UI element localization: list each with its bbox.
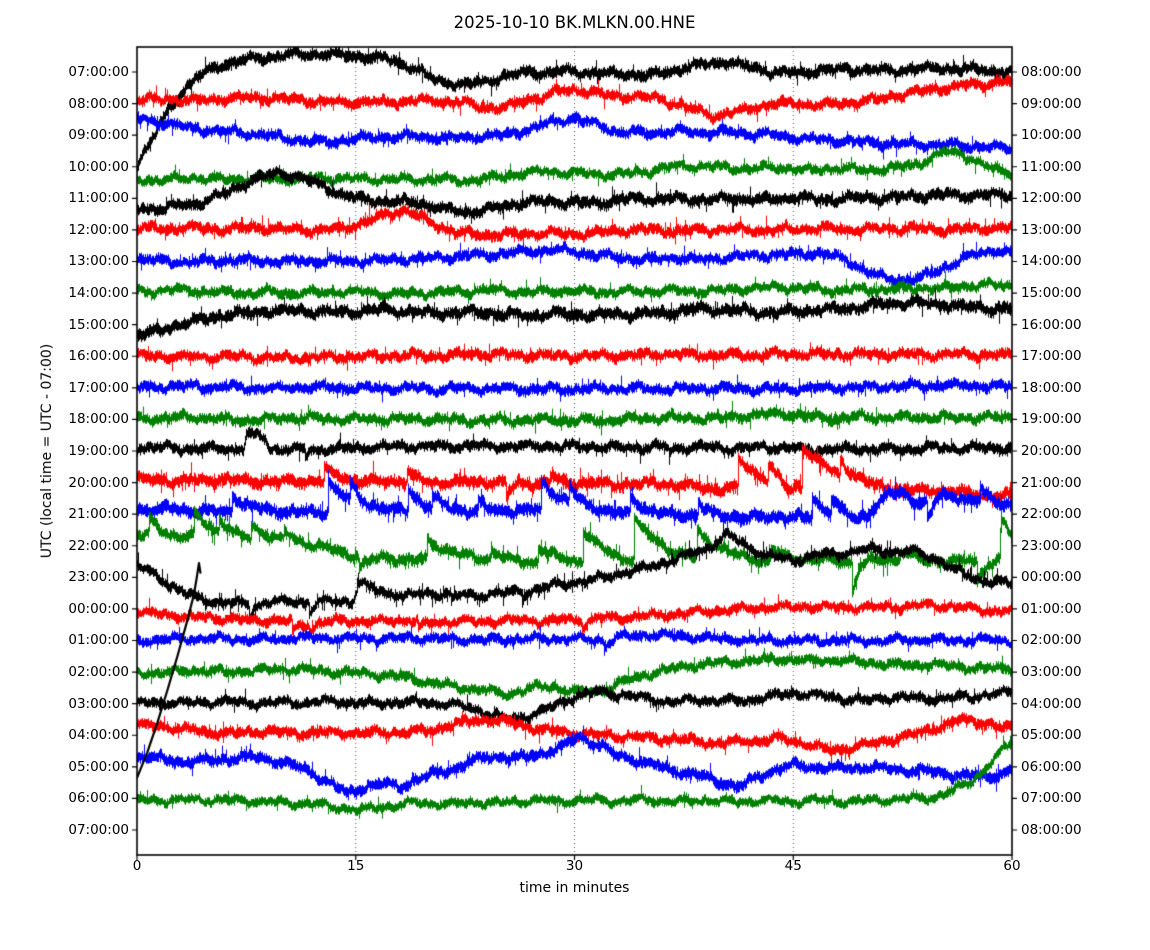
left-tick-label: 07:00:00 xyxy=(68,64,129,80)
right-tick-label: 15:00:00 xyxy=(1021,285,1082,302)
left-tick-label: 14:00:00 xyxy=(68,285,129,302)
left-tick-label: 00:00:00 xyxy=(68,600,129,617)
right-tick-label: 03:00:00 xyxy=(1021,664,1082,681)
bottom-tick-label: 30 xyxy=(565,858,584,874)
right-tick-label: 11:00:00 xyxy=(1021,158,1082,175)
right-tick-label: 08:00:00 xyxy=(1021,64,1082,80)
bottom-tick-label: 60 xyxy=(1003,858,1021,874)
right-tick-label: 01:00:00 xyxy=(1021,600,1082,617)
right-tick-label: 02:00:00 xyxy=(1021,632,1082,649)
right-tick-label: 07:00:00 xyxy=(1021,790,1082,807)
right-tick-label: 14:00:00 xyxy=(1021,253,1082,270)
right-tick-label: 18:00:00 xyxy=(1021,379,1082,396)
right-tick-label: 05:00:00 xyxy=(1021,727,1082,744)
left-tick-label: 20:00:00 xyxy=(68,474,129,491)
left-tick-label: 05:00:00 xyxy=(68,758,129,775)
left-tick-label: 01:00:00 xyxy=(68,632,129,649)
left-tick-label: 04:00:00 xyxy=(68,727,129,744)
right-tick-label: 16:00:00 xyxy=(1021,316,1082,333)
right-tick-label: 04:00:00 xyxy=(1021,695,1082,712)
right-tick-label: 22:00:00 xyxy=(1021,506,1082,523)
bottom-tick-label: 15 xyxy=(347,858,365,874)
right-tick-label: 00:00:00 xyxy=(1021,569,1082,586)
right-tick-label: 19:00:00 xyxy=(1021,411,1082,428)
left-tick-label: 03:00:00 xyxy=(68,695,129,712)
left-tick-label: 22:00:00 xyxy=(68,537,129,554)
left-tick-label: 16:00:00 xyxy=(68,348,129,365)
left-tick-label: 02:00:00 xyxy=(68,664,129,681)
right-tick-label: 13:00:00 xyxy=(1021,221,1082,238)
right-tick-label: 17:00:00 xyxy=(1021,348,1082,365)
left-tick-label: 08:00:00 xyxy=(68,95,129,112)
left-tick-label: 09:00:00 xyxy=(68,127,129,144)
left-tick-label: 11:00:00 xyxy=(68,190,129,207)
left-tick-label: 19:00:00 xyxy=(68,442,129,459)
page-title: 2025-10-10 BK.MLKN.00.HNE xyxy=(453,13,696,32)
left-tick-label: 17:00:00 xyxy=(68,379,129,396)
left-tick-label: 23:00:00 xyxy=(68,569,129,586)
left-tick-label: 10:00:00 xyxy=(68,158,129,175)
bottom-tick-label: 45 xyxy=(784,858,802,874)
right-tick-label: 06:00:00 xyxy=(1021,758,1082,775)
left-tick-label: 13:00:00 xyxy=(68,253,129,270)
right-tick-label: 21:00:00 xyxy=(1021,474,1082,491)
left-tick-label: 06:00:00 xyxy=(68,790,129,807)
right-tick-label: 12:00:00 xyxy=(1021,190,1082,207)
right-tick-label: 09:00:00 xyxy=(1021,95,1082,112)
right-tick-label: 08:00:00 xyxy=(1021,821,1082,838)
bottom-tick-label: 0 xyxy=(132,858,142,874)
x-axis-label: time in minutes xyxy=(519,880,630,896)
right-tick-label: 10:00:00 xyxy=(1021,127,1082,144)
right-tick-label: 23:00:00 xyxy=(1021,537,1082,554)
left-tick-label: 15:00:00 xyxy=(68,316,129,333)
left-tick-label: 21:00:00 xyxy=(68,506,129,523)
left-tick-label: 07:00:00 xyxy=(68,821,129,838)
left-tick-label: 18:00:00 xyxy=(68,411,129,428)
right-tick-label: 20:00:00 xyxy=(1021,442,1082,459)
left-tick-label: 12:00:00 xyxy=(68,221,129,238)
